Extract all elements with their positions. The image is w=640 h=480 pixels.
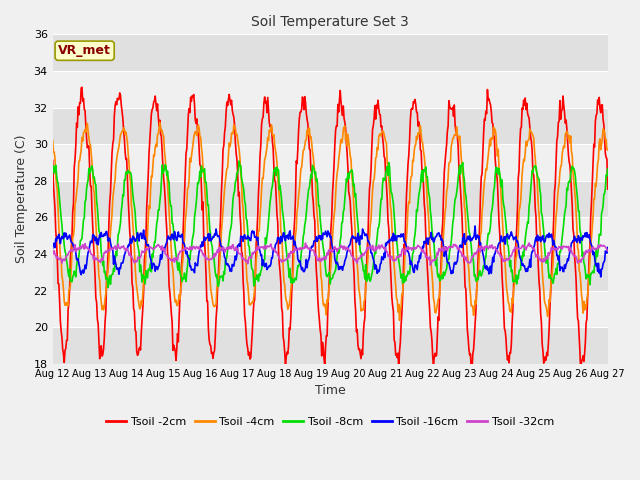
Bar (52, 108, 608, 144)
Text: VR_met: VR_met (58, 44, 111, 57)
X-axis label: Time: Time (315, 384, 346, 397)
Y-axis label: Soil Temperature (C): Soil Temperature (C) (15, 135, 28, 263)
Legend: Tsoil -2cm, Tsoil -4cm, Tsoil -8cm, Tsoil -16cm, Tsoil -32cm: Tsoil -2cm, Tsoil -4cm, Tsoil -8cm, Tsoi… (102, 412, 559, 431)
Bar (52, 327, 608, 364)
Bar (52, 35, 608, 71)
Bar (52, 254, 608, 290)
Title: Soil Temperature Set 3: Soil Temperature Set 3 (252, 15, 409, 29)
Bar (52, 181, 608, 217)
